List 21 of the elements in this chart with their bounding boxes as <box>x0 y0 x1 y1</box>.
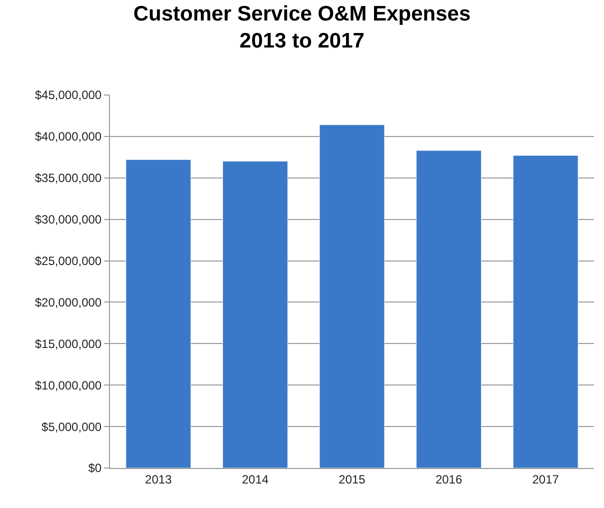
y-tick-label: $0 <box>88 461 102 476</box>
y-tick-label: $20,000,000 <box>34 295 102 310</box>
y-tick-label: $15,000,000 <box>34 336 102 351</box>
y-tick-label: $35,000,000 <box>34 171 102 186</box>
x-tick-label: 2016 <box>435 472 462 486</box>
bar <box>512 155 578 468</box>
x-tick-label: 2015 <box>338 472 366 486</box>
x-tick-label: 2014 <box>242 472 269 486</box>
y-tick-label: $10,000,000 <box>34 378 102 392</box>
y-tick-label: $45,000,000 <box>34 88 102 102</box>
bar <box>126 159 192 468</box>
y-tick-label: $40,000,000 <box>34 130 102 144</box>
bar <box>319 124 385 468</box>
x-tick-label: 2017 <box>532 472 560 486</box>
bar <box>416 150 482 468</box>
y-tick-label: $5,000,000 <box>42 420 102 434</box>
y-tick-label: $25,000,000 <box>34 254 102 268</box>
x-tick-label: 2013 <box>145 472 172 486</box>
chart-title: Customer Service O&M Expenses 2013 to 2017 <box>133 2 471 53</box>
y-tick-label: $30,000,000 <box>34 212 102 227</box>
bar <box>222 161 288 468</box>
